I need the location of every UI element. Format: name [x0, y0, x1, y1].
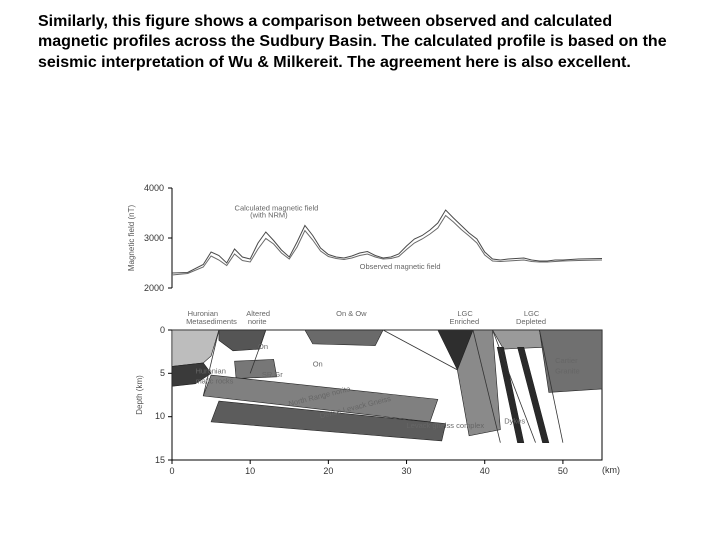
unit-label: Cartier: [555, 356, 578, 365]
xtick-label: 0: [169, 466, 174, 476]
lower-panel: 0 5 10 15 Depth (km) 01020304050 (km) Hu…: [135, 309, 620, 476]
ytick-label: 3000: [144, 233, 164, 243]
unit-label: On: [313, 359, 323, 368]
lower-yticks: 0 5 10 15: [155, 325, 172, 465]
chart-annotation: (with NRM): [250, 211, 288, 220]
unit-label: mafic rocks: [195, 377, 233, 386]
ytick-label: 2000: [144, 283, 164, 293]
unit-label: Dykes: [504, 417, 525, 426]
unit-label: SR Gr: [262, 370, 283, 379]
ytick-label: 15: [155, 455, 165, 465]
surface-labels: HuronianMetasedimentsAlterednoriteOn & O…: [186, 309, 546, 326]
surface-unit-label: On & Ow: [336, 309, 367, 318]
xtick-label: 10: [245, 466, 255, 476]
on-ow-surface: [305, 330, 383, 346]
lower-ylabel: Depth (km): [135, 375, 144, 415]
upper-annotations: Calculated magnetic field(with NRM)Obser…: [235, 204, 441, 272]
ytick-label: 4000: [144, 183, 164, 193]
upper-panel: 2000 3000 4000 Magnetic field (nT) Calcu…: [127, 183, 602, 293]
upper-ylabel: Magnetic field (nT): [127, 205, 136, 272]
unit-label: Huronian: [195, 366, 225, 375]
xtick-label: 40: [480, 466, 490, 476]
surface-unit-label: Metasediments: [186, 317, 237, 326]
unit-label: Levack gneiss complex: [407, 421, 485, 430]
unit-label: On: [258, 342, 268, 351]
slide-caption: Similarly, this figure shows a compariso…: [38, 12, 678, 73]
xtick-label: 50: [558, 466, 568, 476]
lower-xticks: 0 10 20 30 40 50: [169, 460, 567, 476]
xtick-label: 20: [323, 466, 333, 476]
ytick-label: 0: [160, 325, 165, 335]
ytick-label: 10: [155, 411, 165, 421]
ytick-label: 5: [160, 368, 165, 378]
surface-unit-label: LGC: [524, 309, 540, 318]
chart-annotation: Observed magnetic field: [360, 262, 441, 271]
geologic-units: [172, 330, 602, 443]
surface-unit-label: Enriched: [450, 317, 480, 326]
surface-unit-label: norite: [248, 317, 267, 326]
unit-label: Granite: [555, 366, 580, 375]
x-unit-label: (km): [602, 465, 620, 475]
geology-figure: 2000 3000 4000 Magnetic field (nT) Calcu…: [120, 180, 630, 490]
depleted-lgc: [493, 330, 544, 349]
dyke1: [497, 347, 524, 442]
surface-unit-label: LGC: [457, 309, 473, 318]
surface-unit-label: Depleted: [516, 317, 546, 326]
upper-yticks: 2000 3000 4000: [144, 183, 172, 293]
xtick-label: 30: [402, 466, 412, 476]
